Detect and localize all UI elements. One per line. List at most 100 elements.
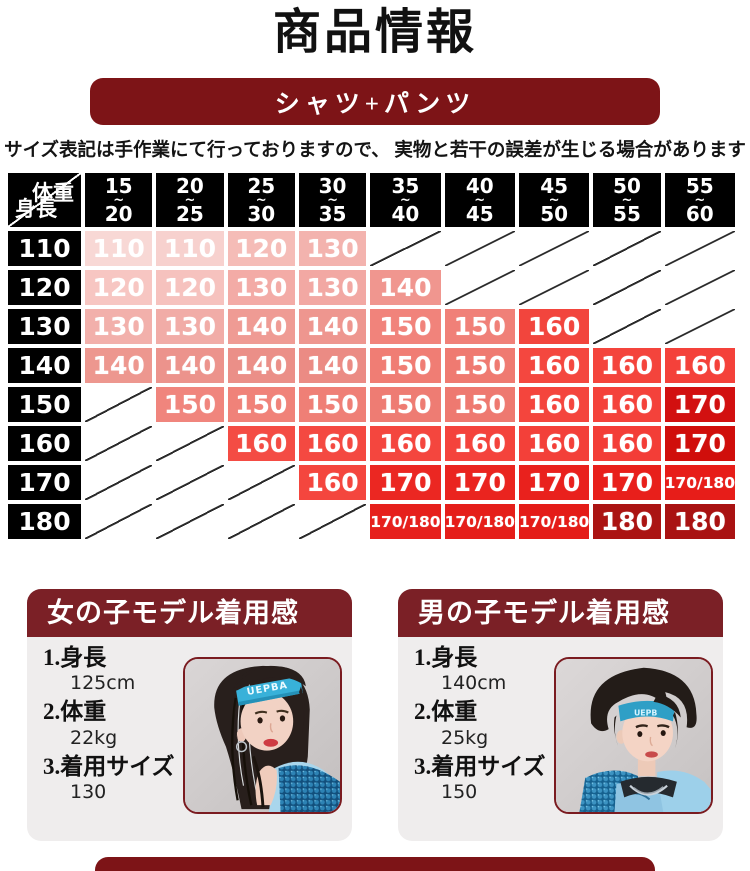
weight-column-header: 40 ~45 — [444, 173, 515, 227]
size-cell: 170/180 — [444, 504, 515, 539]
empty-slash-cell — [518, 270, 590, 305]
size-cell: 110 — [85, 231, 153, 266]
empty-slash-cell — [444, 270, 515, 305]
weight-range-text: 35 — [318, 201, 347, 226]
empty-slash-cell — [227, 465, 295, 500]
size-cell: 140 — [298, 348, 367, 383]
height-row-header: 110 — [8, 231, 81, 266]
empty-slash-cell — [370, 231, 441, 266]
size-cell: 150 — [298, 387, 367, 422]
empty-slash-cell — [227, 504, 295, 539]
weight-range-text: ~ — [184, 192, 196, 208]
boy-model-card-body: 1.身長 140cm 2.体重 25kg 3.着用サイズ 150 — [398, 637, 723, 841]
empty-slash-cell — [664, 270, 735, 305]
size-cell: 170/180 — [664, 465, 735, 500]
weight-column-header: 30 ~35 — [298, 173, 367, 227]
weight-range-text: 35 — [391, 173, 420, 198]
weight-column-header: 50 ~55 — [593, 173, 661, 227]
empty-slash-cell — [156, 426, 224, 461]
weight-column-header: 35 ~40 — [370, 173, 441, 227]
size-cell: 110 — [156, 231, 224, 266]
size-cell: 160 — [593, 387, 661, 422]
size-cell: 140 — [85, 348, 153, 383]
table-corner-cell: 体重 身長 — [8, 173, 81, 227]
size-cell: 150 — [444, 387, 515, 422]
model-spec-item: 2.体重 25kg — [414, 699, 723, 748]
size-cell: 160 — [518, 387, 590, 422]
girl-model-card-title: 女の子モデル着用感 — [27, 589, 352, 637]
model-spec-label: 2.体重 — [43, 699, 107, 725]
empty-slash-cell — [664, 231, 735, 266]
weight-range-text: 20 — [176, 173, 204, 198]
empty-slash-cell — [593, 309, 661, 344]
model-spec-label: 3.着用サイズ — [414, 753, 546, 779]
size-cell: 160 — [298, 465, 367, 500]
weight-range-text: 45 — [540, 173, 569, 198]
empty-slash-cell — [593, 231, 661, 266]
height-row-header: 160 — [8, 426, 81, 461]
weight-range-text: ~ — [694, 192, 706, 208]
next-section-banner-stub — [95, 857, 655, 871]
weight-range-text: ~ — [399, 192, 411, 208]
empty-slash-cell — [518, 231, 590, 266]
weight-range-text: 50 — [613, 173, 641, 198]
weight-column-header: 15 ~20 — [85, 173, 153, 227]
size-cell: 130 — [156, 309, 224, 344]
weight-column-header: 55 ~60 — [664, 173, 735, 227]
size-cell: 140 — [227, 348, 295, 383]
weight-range-text: 30 — [318, 173, 347, 198]
size-cell: 170 — [664, 387, 735, 422]
size-cell: 120 — [156, 270, 224, 305]
model-spec-label: 1.身長 — [43, 645, 107, 670]
size-cell: 120 — [85, 270, 153, 305]
size-cell: 170/180 — [370, 504, 441, 539]
size-cell: 130 — [227, 270, 295, 305]
size-cell: 160 — [518, 309, 590, 344]
weight-range-text: ~ — [113, 192, 125, 208]
weight-range-text: 20 — [104, 201, 133, 226]
boy-photo-illustration: UEPB — [556, 659, 711, 812]
page-title: 商品情報 — [272, 6, 477, 59]
size-cell: 160 — [518, 348, 590, 383]
size-cell: 150 — [370, 387, 441, 422]
weight-range-text: 25 — [247, 173, 276, 198]
size-cell: 150 — [370, 309, 441, 344]
weight-range-text: ~ — [327, 192, 338, 208]
height-row-header: 120 — [8, 270, 81, 305]
size-cell: 160 — [444, 426, 515, 461]
weight-range-text: 55 — [685, 173, 714, 198]
weight-range-text: 25 — [176, 201, 204, 226]
weight-column-header: 45 ~50 — [518, 173, 590, 227]
model-spec-item: 1.身長 140cm — [414, 645, 723, 694]
model-spec-item: 3.着用サイズ 130 — [43, 754, 352, 803]
size-cell: 170 — [593, 465, 661, 500]
size-cell: 140 — [227, 309, 295, 344]
girl-photo-illustration: UEPBA — [185, 659, 340, 812]
model-spec-label: 2.体重 — [414, 699, 478, 725]
empty-slash-cell — [156, 465, 224, 500]
size-cell: 170 — [518, 465, 590, 500]
size-cell: 150 — [444, 348, 515, 383]
girl-model-photo: UEPBA — [183, 657, 342, 814]
size-cell: 170 — [444, 465, 515, 500]
size-cell: 160 — [227, 426, 295, 461]
corner-weight-label: 体重 — [32, 181, 74, 205]
empty-slash-cell — [85, 387, 153, 422]
size-cell: 140 — [370, 270, 441, 305]
size-chart-table: 体重 身長 15 ~20 20 ~25 25 ~30 30 ~35 35 ~40 40 ~45 45 ~50 5… — [8, 173, 735, 539]
size-cell: 120 — [227, 231, 295, 266]
weight-range-text: ~ — [621, 192, 633, 208]
size-cell: 150 — [227, 387, 295, 422]
size-cell: 140 — [298, 309, 367, 344]
size-cell: 150 — [370, 348, 441, 383]
empty-slash-cell — [85, 504, 153, 539]
size-cell: 150 — [444, 309, 515, 344]
weight-range-text: 50 — [540, 201, 569, 226]
model-spec-item: 3.着用サイズ 150 — [414, 754, 723, 803]
weight-range-text: 60 — [685, 201, 714, 226]
size-cell: 160 — [370, 426, 441, 461]
girl-model-card-body: 1.身長 125cm 2.体重 22kg 3.着用サイズ 130 — [27, 637, 352, 841]
empty-slash-cell — [444, 231, 515, 266]
size-cell: 180 — [664, 504, 735, 539]
